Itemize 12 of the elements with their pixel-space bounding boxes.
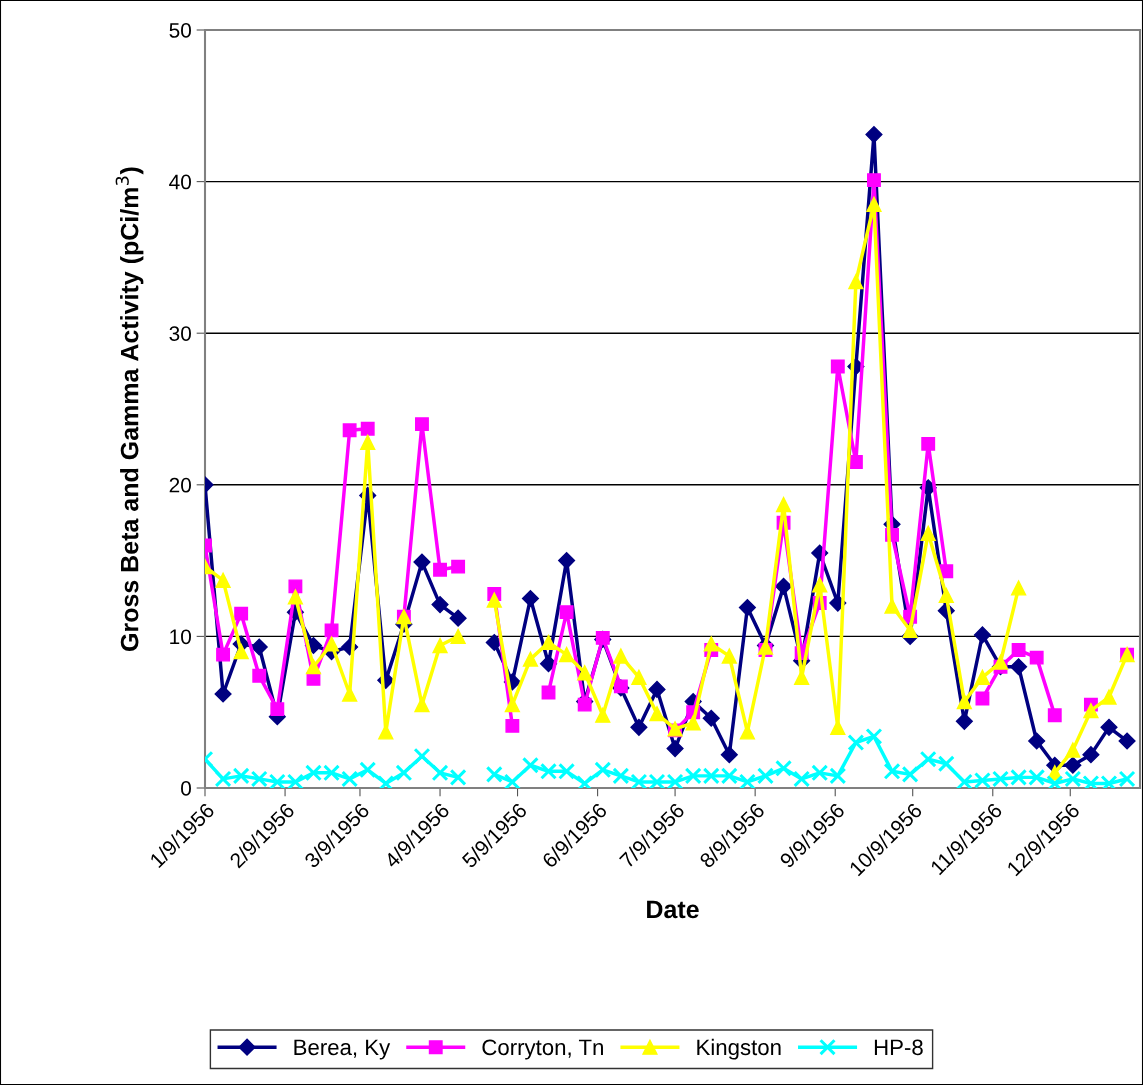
legend-label: HP-8: [874, 1039, 923, 1056]
legend-label: Kingston: [697, 1038, 781, 1060]
legend-label: Berea, Ky: [294, 1039, 391, 1060]
y-tick-label: 50: [169, 23, 191, 38]
y-axis-title: Gross Beta and Gamma Activity (pCi/m$^{3}$): [115, 167, 144, 651]
y-tick-label: 30: [169, 326, 191, 341]
y-tick-label: 10: [170, 629, 191, 645]
x-axis-title: Date: [647, 900, 699, 919]
y-tick-label: 40: [169, 174, 191, 190]
y-tick-label: 20: [169, 477, 191, 493]
y-tick-label: 0: [181, 781, 191, 796]
legend-label: Corryton, Tn: [482, 1039, 603, 1060]
